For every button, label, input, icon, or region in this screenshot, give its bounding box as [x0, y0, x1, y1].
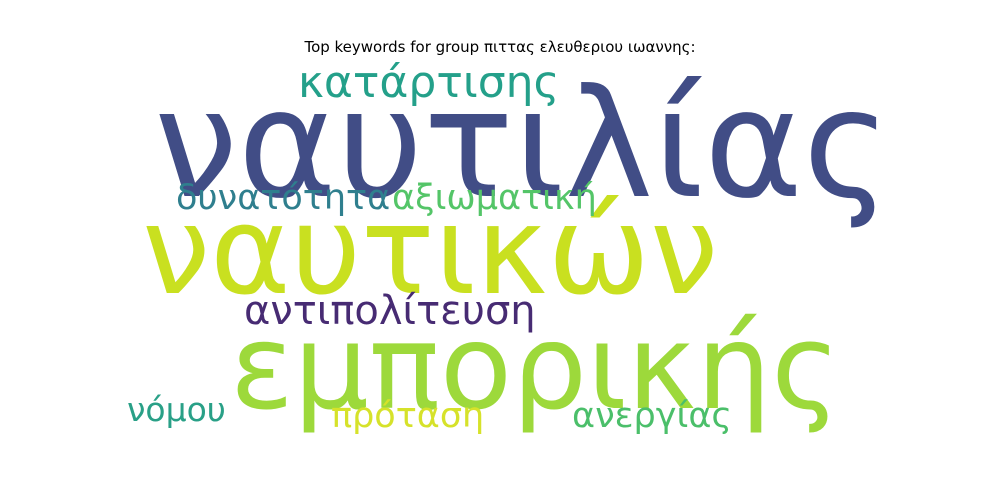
chart-title: Top keywords for group πιττας ελευθεριου…	[304, 38, 696, 56]
word-axiomatiki: αξιωματική	[392, 178, 597, 218]
word-nautikon: ναυτικών	[142, 180, 719, 322]
word-nomou: νόμου	[127, 390, 226, 429]
word-emporikis: εμπορικής	[230, 298, 841, 436]
word-nautilias: ναυτιλίας	[154, 58, 891, 232]
word-anergias: ανεργίας	[572, 396, 732, 436]
word-antipoliteusi: αντιπολίτευση	[244, 288, 536, 334]
word-protasi: πρόταση	[331, 396, 485, 436]
word-dynatotita: δυνατότητα	[176, 178, 391, 218]
word-katartisis: κατάρτισης	[298, 57, 560, 108]
